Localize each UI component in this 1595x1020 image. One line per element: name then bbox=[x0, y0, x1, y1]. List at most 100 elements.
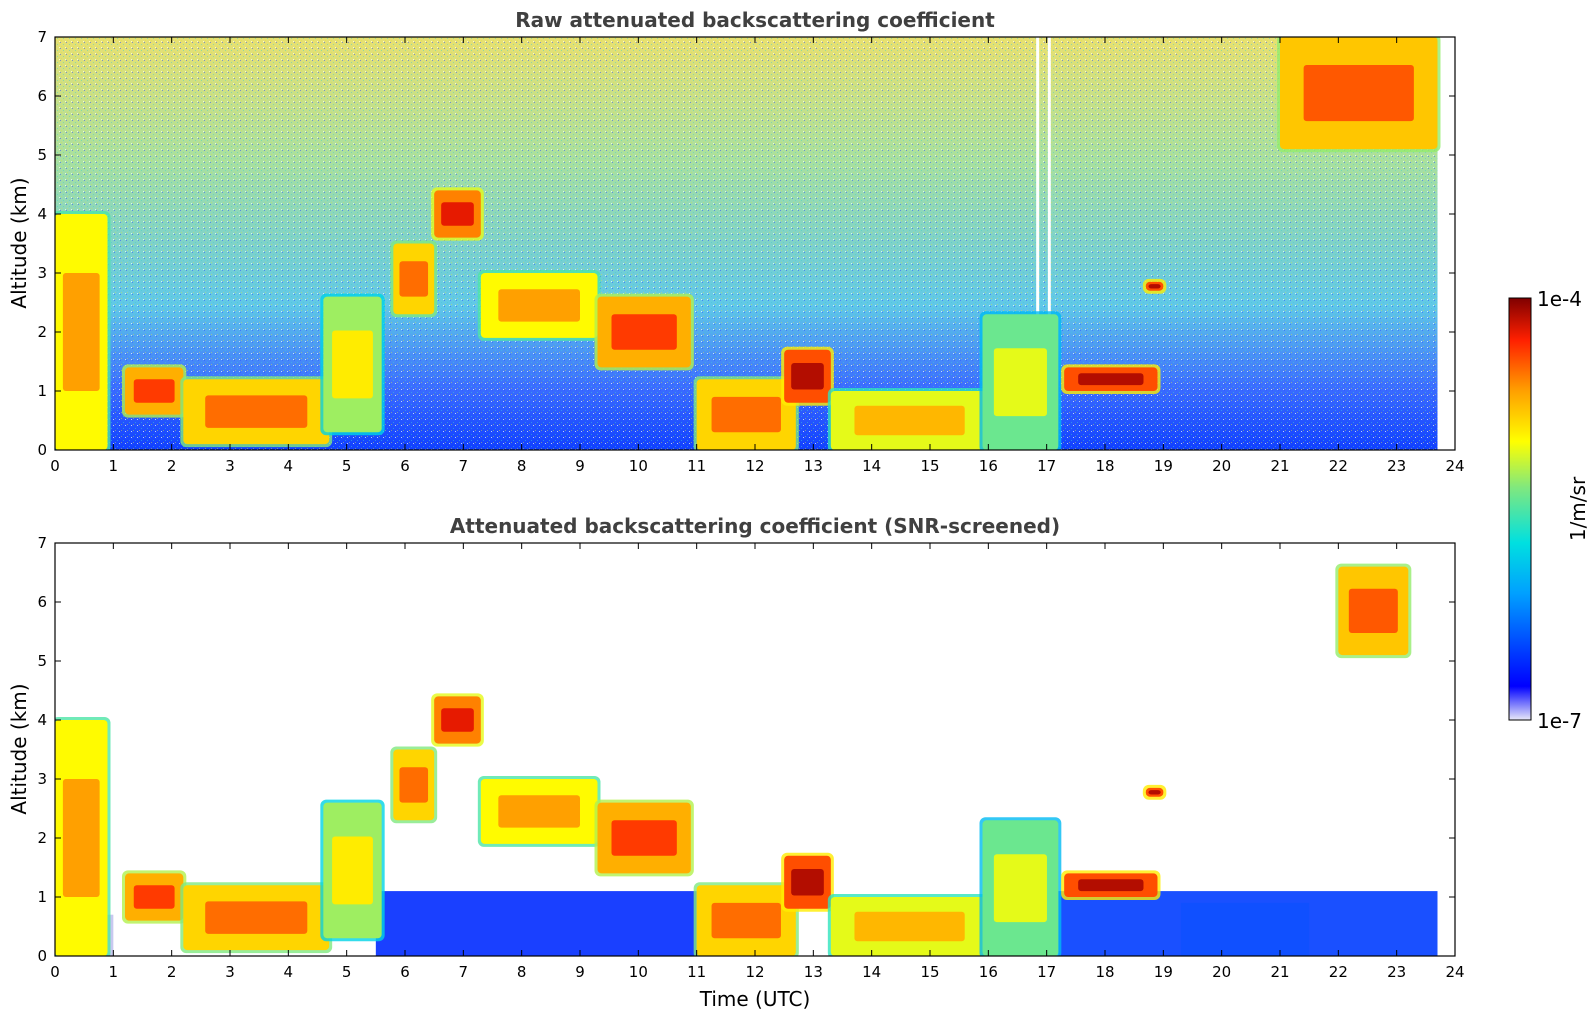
feature-core bbox=[399, 767, 429, 803]
x-tick-label: 16 bbox=[979, 457, 998, 475]
feature-core bbox=[711, 902, 781, 939]
x-tick-label: 11 bbox=[687, 963, 706, 981]
x-tick-label: 3 bbox=[225, 963, 235, 981]
panel-screened-title: Attenuated backscattering coefficient (S… bbox=[450, 514, 1060, 538]
feature-core bbox=[62, 273, 100, 391]
feature-core bbox=[498, 795, 580, 828]
x-tick-label: 23 bbox=[1387, 963, 1406, 981]
panel-raw-plot bbox=[55, 37, 1441, 450]
x-tick-label: 9 bbox=[575, 457, 585, 475]
x-tick-label: 5 bbox=[342, 457, 352, 475]
feature-core bbox=[133, 379, 175, 403]
x-tick-label: 12 bbox=[745, 457, 764, 475]
x-tick-label: 2 bbox=[167, 457, 177, 475]
panel-raw-title: Raw attenuated backscattering coefficien… bbox=[515, 8, 995, 32]
x-tick-label: 14 bbox=[862, 963, 881, 981]
feature-core bbox=[399, 261, 429, 297]
x-tick-label: 18 bbox=[1095, 963, 1114, 981]
feature-core bbox=[1148, 284, 1161, 289]
x-tick-label: 10 bbox=[629, 457, 648, 475]
x-tick-label: 3 bbox=[225, 457, 235, 475]
panel-screened-ticks: 0 1 2 3 4 5 6 7 8 9 10 11 12 13 14 15 16 17 18 19 20 21 22 23 24… bbox=[37, 534, 1464, 981]
y-tick-label: 3 bbox=[37, 264, 47, 282]
x-tick-label: 22 bbox=[1329, 457, 1348, 475]
x-tick-label: 12 bbox=[745, 963, 764, 981]
feature-core bbox=[1078, 373, 1144, 386]
y-tick-label: 4 bbox=[37, 205, 47, 223]
y-tick-label: 5 bbox=[37, 146, 47, 164]
feature-core bbox=[133, 885, 175, 909]
feature-core bbox=[441, 708, 474, 732]
y-tick-label: 1 bbox=[37, 888, 47, 906]
feature-core bbox=[854, 405, 965, 436]
data-gap bbox=[1047, 37, 1051, 450]
colorbar-max-label: 1e-4 bbox=[1537, 287, 1582, 311]
x-tick-label: 8 bbox=[517, 963, 527, 981]
y-tick-label: 0 bbox=[37, 441, 47, 459]
colorbar-gradient bbox=[1508, 297, 1532, 721]
x-tick-label: 1 bbox=[109, 457, 119, 475]
panel-screened: Attenuated backscattering coefficient (S… bbox=[7, 514, 1465, 1011]
x-tick-label: 24 bbox=[1445, 457, 1464, 475]
y-tick-label: 1 bbox=[37, 382, 47, 400]
x-tick-label: 20 bbox=[1212, 963, 1231, 981]
x-tick-label: 4 bbox=[284, 963, 294, 981]
x-tick-label: 15 bbox=[920, 963, 939, 981]
data-gap bbox=[1036, 37, 1040, 450]
feature-core bbox=[1303, 65, 1414, 122]
feature-core bbox=[993, 854, 1047, 923]
feature-core bbox=[711, 396, 781, 433]
boundary-layer bbox=[1180, 902, 1310, 956]
feature-core bbox=[498, 289, 580, 322]
x-tick-label: 0 bbox=[50, 457, 60, 475]
x-tick-label: 13 bbox=[804, 457, 823, 475]
x-tick-label: 21 bbox=[1270, 963, 1289, 981]
feature-core bbox=[205, 395, 308, 428]
y-tick-label: 3 bbox=[37, 770, 47, 788]
panel-screened-xlabel: Time (UTC) bbox=[699, 987, 811, 1011]
x-tick-label: 17 bbox=[1037, 963, 1056, 981]
feature-core bbox=[1148, 790, 1161, 795]
panel-screened-plot bbox=[55, 563, 1438, 956]
x-tick-label: 19 bbox=[1154, 963, 1173, 981]
x-tick-label: 23 bbox=[1387, 457, 1406, 475]
x-tick-label: 4 bbox=[284, 457, 294, 475]
x-tick-label: 17 bbox=[1037, 457, 1056, 475]
x-tick-label: 22 bbox=[1329, 963, 1348, 981]
panel-screened-ylabel: Altitude (km) bbox=[7, 683, 31, 814]
x-tick-label: 9 bbox=[575, 963, 585, 981]
x-tick-label: 20 bbox=[1212, 457, 1231, 475]
y-tick-label: 6 bbox=[37, 593, 47, 611]
feature-core bbox=[205, 901, 308, 934]
x-tick-label: 11 bbox=[687, 457, 706, 475]
x-tick-label: 15 bbox=[920, 457, 939, 475]
feature-core bbox=[332, 836, 373, 905]
feature-core bbox=[1078, 879, 1144, 892]
feature-core bbox=[854, 911, 965, 942]
x-tick-label: 7 bbox=[459, 457, 469, 475]
y-tick-label: 4 bbox=[37, 711, 47, 729]
colorbar-min-label: 1e-7 bbox=[1537, 709, 1582, 733]
x-tick-label: 6 bbox=[400, 457, 410, 475]
x-tick-label: 24 bbox=[1445, 963, 1464, 981]
x-tick-label: 6 bbox=[400, 963, 410, 981]
x-tick-label: 1 bbox=[109, 963, 119, 981]
y-tick-label: 2 bbox=[37, 323, 47, 341]
y-tick-label: 7 bbox=[37, 28, 47, 46]
x-tick-label: 14 bbox=[862, 457, 881, 475]
feature-core bbox=[332, 330, 373, 399]
feature-core bbox=[611, 314, 677, 350]
panel-raw: Raw attenuated backscattering coefficien… bbox=[7, 8, 1465, 475]
x-tick-label: 21 bbox=[1270, 457, 1289, 475]
x-tick-label: 5 bbox=[342, 963, 352, 981]
x-tick-label: 0 bbox=[50, 963, 60, 981]
y-tick-label: 7 bbox=[37, 534, 47, 552]
x-tick-label: 19 bbox=[1154, 457, 1173, 475]
x-tick-label: 7 bbox=[459, 963, 469, 981]
x-tick-label: 13 bbox=[804, 963, 823, 981]
feature-core bbox=[611, 820, 677, 856]
feature-core bbox=[993, 348, 1047, 417]
panel-raw-ticks: 0 1 2 3 4 5 6 7 8 9 10 11 12 13 14 15 16 17 18 19 20 21 22 23 24… bbox=[37, 28, 1464, 475]
feature-core bbox=[1348, 588, 1398, 633]
